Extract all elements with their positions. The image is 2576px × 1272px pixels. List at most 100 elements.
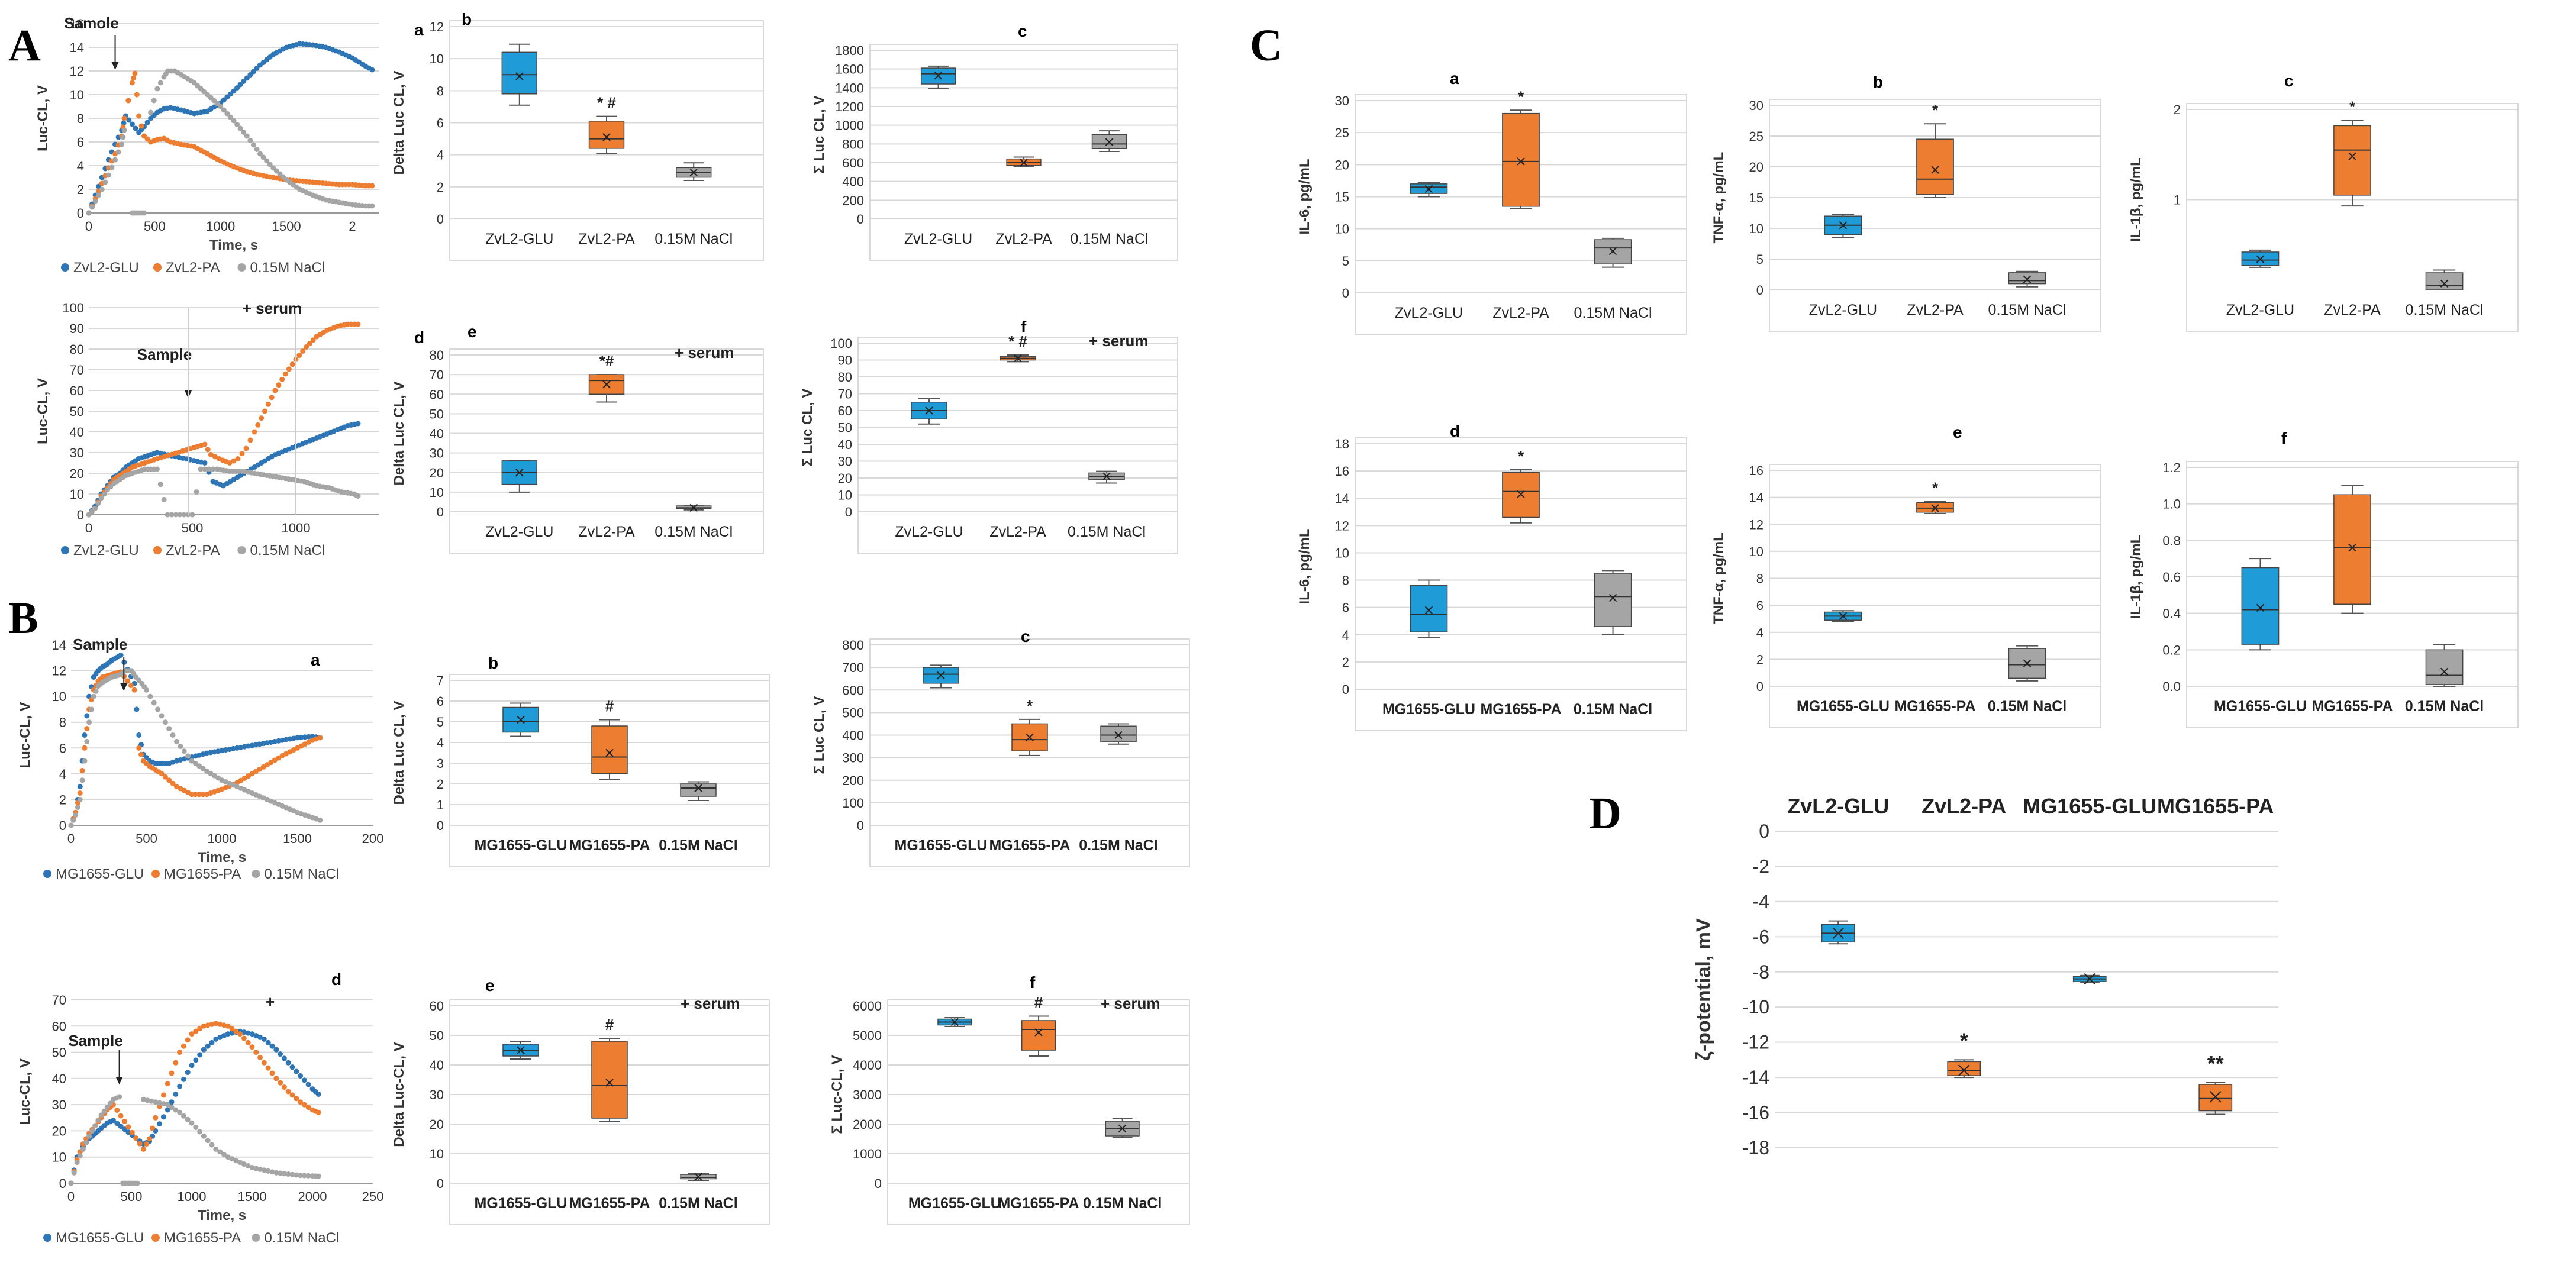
- chart-b-b: 0 1 2 3 4 5 6 7 Delta Luc CL, V b MG1655-GLU # MG165…: [391, 654, 770, 867]
- data-point: [178, 744, 183, 750]
- data-point: [98, 495, 104, 501]
- data-point: [227, 114, 233, 120]
- mean-marker: [1034, 1028, 1043, 1037]
- y-tick-label: 50: [70, 404, 84, 419]
- box-1: [1821, 920, 1855, 945]
- data-point: [173, 1107, 179, 1113]
- data-point: [235, 456, 241, 461]
- data-point: [317, 735, 323, 741]
- box-iqr: [2333, 494, 2371, 605]
- data-point: [181, 512, 187, 518]
- series-3: [68, 1094, 321, 1186]
- box-iqr: [2241, 567, 2280, 645]
- data-point: [273, 1076, 279, 1081]
- subplot-label: a: [414, 21, 424, 39]
- y-tick-label: 0.2: [2162, 643, 2181, 657]
- data-point: [177, 1050, 183, 1055]
- y-tick-label: 100: [62, 301, 84, 315]
- significance-mark: * #: [1008, 332, 1027, 350]
- box-2: *: [1502, 447, 1540, 524]
- y-tick-label: 10: [52, 1150, 66, 1165]
- chart-a-a: 0 2 4 6 8 10 12 14 16 0 500 1000 1500 2 Time, s Luc-CL,…: [35, 14, 424, 276]
- category-label: MG1655-GLU: [908, 1195, 1001, 1212]
- data-point: [273, 1047, 279, 1053]
- data-point: [70, 817, 76, 823]
- data-point: [98, 1112, 104, 1118]
- y-tick-label: 30: [70, 445, 84, 460]
- data-point: [229, 1156, 235, 1162]
- box-3: [1091, 130, 1127, 152]
- data-point: [300, 348, 306, 354]
- y-tick-label: -2: [1753, 855, 1769, 877]
- data-point: [298, 1173, 304, 1179]
- annotation: Samole: [64, 14, 119, 32]
- y-tick-label: 6: [437, 116, 444, 131]
- mean-marker: [1014, 354, 1022, 363]
- data-point: [213, 1021, 219, 1026]
- data-point: [73, 812, 79, 818]
- data-point: [264, 158, 270, 164]
- category-label: MG1655-GLU: [895, 837, 988, 854]
- y-tick-label: 4: [437, 148, 444, 163]
- data-point: [307, 341, 312, 347]
- y-tick-label: 10: [430, 1147, 444, 1161]
- mean-marker: [2440, 279, 2449, 288]
- y-tick-label: 200: [842, 193, 864, 208]
- y-tick-label: 80: [70, 342, 84, 357]
- data-point: [110, 1118, 116, 1124]
- data-point: [92, 506, 98, 511]
- data-point: [209, 1142, 215, 1148]
- data-point: [131, 75, 137, 81]
- data-point: [144, 1097, 150, 1103]
- data-point: [134, 92, 140, 98]
- data-point: [294, 1172, 299, 1178]
- box-1: [923, 664, 959, 689]
- y-tick-label: 16: [70, 17, 84, 31]
- data-point: [245, 1163, 251, 1168]
- box-1: [502, 702, 539, 737]
- box-1: [1824, 214, 1862, 238]
- y-tick-label: 20: [430, 1117, 444, 1132]
- y-tick-label: 0: [437, 212, 444, 227]
- category-label: ZvL2-GLU: [1395, 305, 1463, 321]
- data-point: [265, 401, 271, 407]
- data-point: [71, 1170, 77, 1176]
- subplot-label: e: [485, 976, 495, 995]
- x-tick-label: 1500: [283, 831, 312, 846]
- data-point: [241, 130, 247, 135]
- data-point: [144, 1141, 149, 1147]
- category-label: 0.15M NaCl: [1574, 305, 1652, 321]
- y-tick-label: 60: [430, 387, 444, 402]
- data-point: [252, 429, 257, 435]
- x-tick-label: 1000: [208, 831, 237, 846]
- box-iqr: [591, 1041, 628, 1119]
- data-point: [125, 1124, 131, 1130]
- data-point: [130, 121, 135, 127]
- y-tick-label: 10: [1749, 221, 1763, 236]
- data-point: [173, 512, 179, 518]
- data-point: [102, 179, 108, 185]
- box-iqr: [501, 51, 537, 95]
- data-point: [250, 142, 256, 148]
- legend-label: 0.15M NaCl: [250, 260, 325, 276]
- data-point: [237, 1160, 243, 1166]
- data-point: [225, 1154, 231, 1160]
- data-point: [289, 1092, 295, 1098]
- y-tick-label: 4000: [853, 1058, 882, 1073]
- data-point: [225, 1023, 231, 1029]
- data-point: [255, 422, 261, 428]
- data-point: [173, 1091, 179, 1097]
- y-tick-label: 10: [838, 488, 852, 503]
- data-point: [157, 482, 163, 488]
- data-point: [165, 512, 170, 518]
- y-tick-label: 4: [1756, 625, 1763, 640]
- y-tick-label: 300: [842, 751, 864, 766]
- data-point: [173, 1060, 179, 1066]
- y-tick-label: 200: [842, 773, 864, 788]
- category-label: 0.15M NaCl: [1083, 1195, 1162, 1212]
- y-tick-label: 20: [1749, 160, 1763, 175]
- data-point: [185, 1116, 191, 1122]
- y-tick-label: 0: [857, 212, 864, 227]
- mean-marker: [689, 503, 698, 512]
